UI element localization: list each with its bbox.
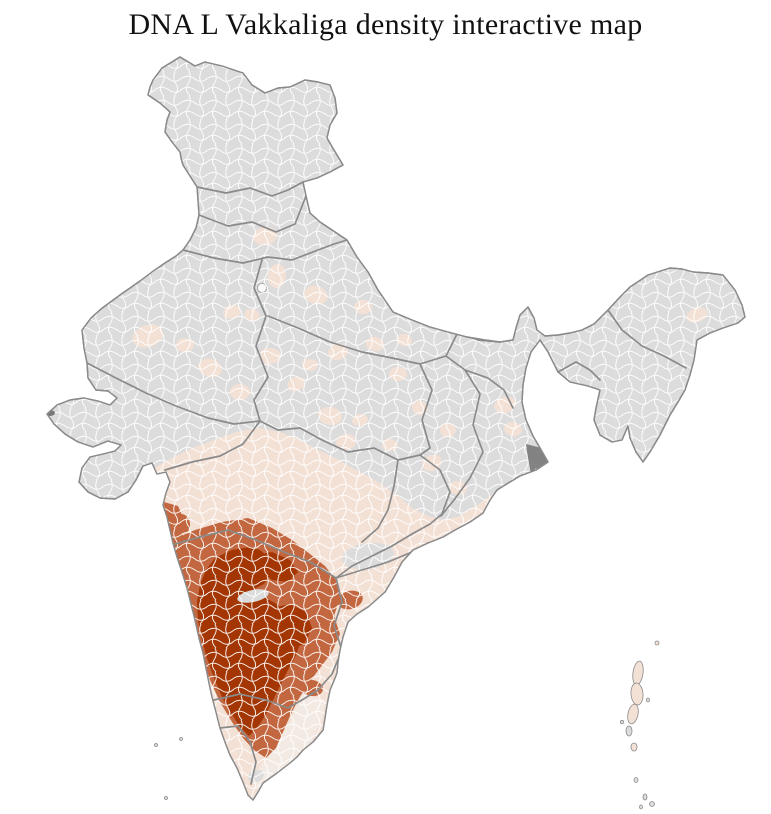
island[interactable] <box>630 742 638 752</box>
island[interactable] <box>625 725 633 737</box>
island[interactable] <box>179 737 183 741</box>
island[interactable] <box>630 682 644 706</box>
island[interactable] <box>639 804 643 810</box>
island[interactable] <box>642 793 648 801</box>
district-patch-no-data[interactable] <box>221 761 235 771</box>
island[interactable] <box>154 743 158 747</box>
island[interactable] <box>633 777 639 783</box>
island[interactable] <box>645 697 651 703</box>
island[interactable] <box>164 796 168 800</box>
india-coastline <box>46 56 746 801</box>
island[interactable] <box>649 801 655 807</box>
map-title: DNA L Vakkaliga density interactive map <box>128 8 643 41</box>
island[interactable] <box>619 719 625 725</box>
island[interactable] <box>654 640 660 646</box>
island[interactable] <box>631 660 644 686</box>
islands-group <box>154 640 660 810</box>
island[interactable] <box>626 703 640 725</box>
